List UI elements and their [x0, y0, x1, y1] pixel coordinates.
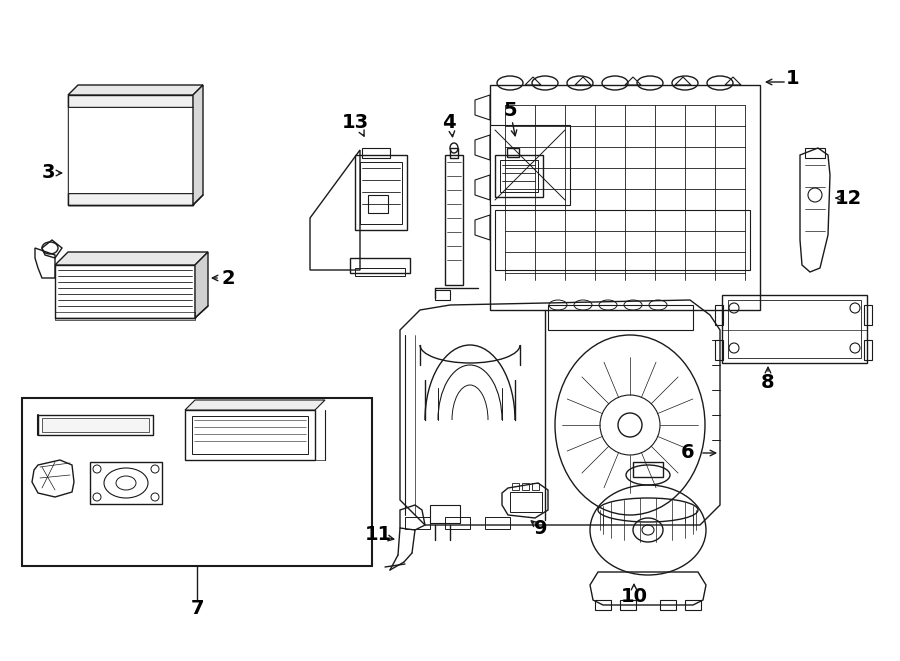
Bar [435, 290, 450, 300]
Polygon shape [55, 252, 208, 265]
Bar [192, 416, 308, 454]
Text: 6: 6 [681, 444, 695, 463]
Bar [68, 193, 193, 205]
Bar [620, 600, 636, 610]
Text: 8: 8 [761, 373, 775, 391]
Bar [68, 107, 193, 193]
Bar [445, 155, 463, 285]
Bar [510, 492, 542, 512]
Bar [728, 300, 861, 358]
Bar [512, 483, 519, 490]
Text: 4: 4 [442, 114, 455, 132]
Text: 12: 12 [834, 188, 861, 208]
Bar [864, 340, 872, 360]
Bar [805, 148, 825, 158]
Bar [722, 295, 867, 363]
Bar [450, 148, 458, 158]
Bar [360, 162, 402, 224]
Bar [445, 517, 470, 529]
Bar [368, 195, 388, 213]
Bar [430, 505, 460, 523]
Bar [548, 305, 693, 330]
Bar [660, 600, 676, 610]
Bar [68, 95, 193, 107]
Text: 11: 11 [364, 525, 392, 545]
Bar [350, 258, 410, 273]
Bar [490, 85, 760, 310]
Bar [362, 148, 390, 158]
Bar [522, 483, 529, 490]
Bar [633, 462, 663, 477]
Bar [864, 305, 872, 325]
Polygon shape [185, 400, 325, 410]
Bar [90, 462, 162, 504]
Text: 9: 9 [535, 518, 548, 537]
Text: 2: 2 [221, 268, 235, 288]
Polygon shape [68, 85, 203, 95]
Bar [715, 305, 723, 325]
Bar [500, 160, 538, 192]
Bar [38, 415, 153, 435]
Bar [485, 517, 510, 529]
Polygon shape [195, 252, 208, 318]
Bar [532, 483, 539, 490]
Text: 13: 13 [341, 112, 369, 132]
Bar [715, 340, 723, 360]
Polygon shape [490, 125, 570, 205]
Text: 3: 3 [41, 163, 55, 182]
Bar [55, 312, 195, 320]
Text: 5: 5 [503, 100, 517, 120]
Bar [355, 268, 405, 276]
Polygon shape [55, 265, 195, 318]
Bar [507, 148, 519, 157]
Bar [355, 155, 407, 230]
Polygon shape [193, 85, 203, 205]
Text: 10: 10 [620, 588, 647, 607]
Bar [595, 600, 611, 610]
Bar [68, 95, 193, 205]
Bar [495, 210, 750, 270]
Bar [42, 418, 149, 432]
Text: 7: 7 [190, 598, 203, 617]
Bar [685, 600, 701, 610]
Bar [185, 410, 315, 460]
Text: 1: 1 [787, 69, 800, 87]
Bar [22, 398, 372, 566]
Bar [495, 155, 543, 197]
Bar [405, 517, 430, 529]
